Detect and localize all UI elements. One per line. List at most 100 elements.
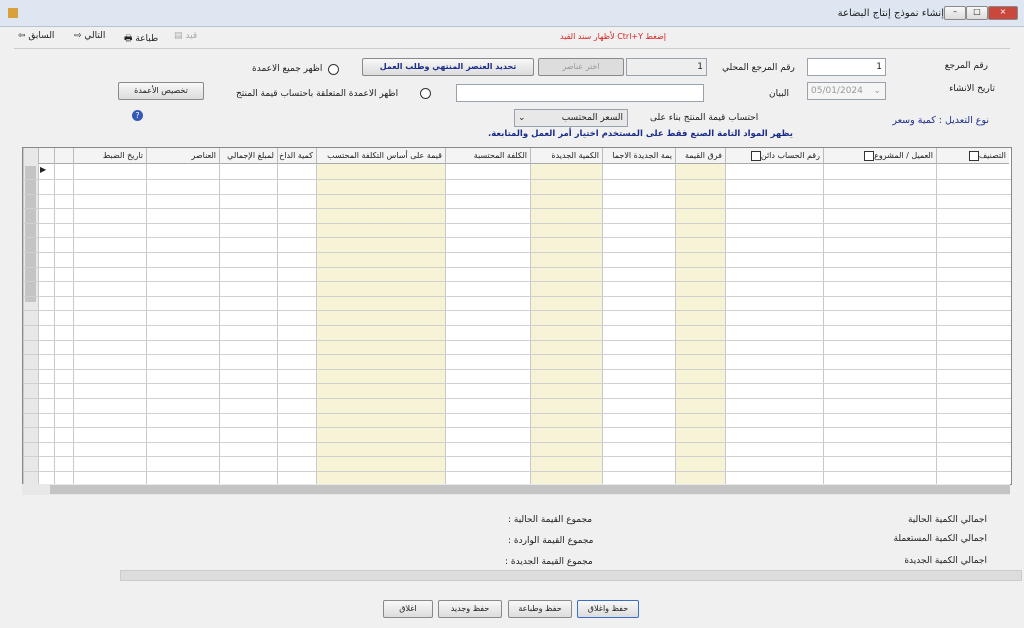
post-button: ▤ قيد [174,31,198,41]
grid-column [823,148,936,484]
next-label: التالي [84,31,106,41]
column-header: قيمة على أساس التكلفة المحتسب [316,148,445,164]
used-qty: اجمالي الكمية المستعملة [893,534,987,544]
grid-column [675,148,725,484]
grid-row-line [23,383,1011,385]
separator [14,48,1010,49]
grid-column [146,148,219,484]
prev-button[interactable]: ⇦ السابق [18,31,55,41]
statement-input[interactable] [456,84,704,102]
print-button[interactable]: 🖶 طباعة [124,34,159,44]
show-all-radio[interactable] [328,64,339,75]
save-close-button[interactable]: حفظ واغلاق [577,600,639,618]
grid-row-line [23,471,1011,472]
grid-column [725,148,823,484]
grid-column [54,148,73,484]
calc-value: السعر المحتسب [561,113,623,123]
print-label: طباعة [135,34,159,44]
show-all-label: اظهر جميع الاعمدة [252,64,323,74]
choose-items-button: اختر عناصر [538,58,624,76]
column-header: التصنيف [936,148,1009,164]
post-label: قيد [185,31,198,41]
header-checkbox[interactable] [864,150,875,161]
grid-row-line [23,427,1011,429]
next-button[interactable]: ⇨ التالي [74,31,106,41]
grid-row-line [23,310,1011,312]
data-grid[interactable]: تاريخ الضبط العناصر لمبلغ الإجمالي كمية الد… [22,147,1012,485]
close-window[interactable]: × [988,6,1018,20]
column-header: الكلفة المحتسبة [445,148,530,164]
grid-row-line [23,368,1011,370]
column-header: فرق القيمة [675,148,725,164]
grid-row-line [23,398,1011,399]
grid-row-line [23,266,1011,268]
grid-row-line [23,354,1011,356]
column-header: العناصر [146,148,219,164]
close-button[interactable]: اغلاق [383,600,433,618]
grid-column [277,148,316,484]
grid-row-line [23,252,1011,253]
h-scroll-thumb[interactable] [50,485,1010,494]
column-header: لمبلغ الإجمالي [219,148,277,164]
grid-row-line [23,208,1011,210]
header-checkbox[interactable] [750,150,761,161]
column-header [54,148,73,164]
column-header: كمية الداخ [277,148,316,164]
local-ref-input[interactable]: 1 [626,58,707,76]
grid-row-line [23,295,1011,297]
grid-column [73,148,146,484]
created-value: 05/01/2024 [811,86,863,96]
save-new-button[interactable]: حفظ وجديد [438,600,502,618]
grid-column [219,148,277,484]
column-header: رقم الحساب دائن [725,148,823,164]
show-value-label: اظهر الاعمدة المتعلقة باحتساب قيمة المنت… [236,89,399,99]
header-checkbox[interactable] [968,150,979,161]
grid-row-line [23,412,1011,414]
calc-label: احتساب قيمة المنتج بناء على [650,113,759,123]
grid-row-line [23,456,1011,458]
column-header: العميل / المشروع [823,148,936,164]
save-print-button[interactable]: حفظ وطباعة [508,600,572,618]
current-value: مجموع القيمة الحالية : [508,515,593,525]
grid-row-line [23,281,1011,283]
window-title: إنشاء نموذج إنتاج البضاعة [837,8,944,19]
grid-row-line [23,237,1011,239]
local-ref-label: رقم المرجع المحلي [722,63,795,73]
adjust-type: نوع التعديل : كمية وسعر [892,115,989,126]
select-finished-button[interactable]: تحديد العنصر المنتهي وطلب العمل [362,58,534,76]
column-header: يمة الجديدة الاجما [602,148,675,164]
grid-column [316,148,445,484]
new-qty: اجمالي الكمية الجديدة [904,556,987,566]
current-qty: اجمالي الكمية الحالية [907,515,987,525]
grid-row-line [23,179,1011,180]
calc-select[interactable]: ⌄ السعر المحتسب [514,109,628,127]
progress-bar [120,570,1022,581]
maximize[interactable]: □ [966,6,988,20]
note: يظهر المواد التامة الصنع فقط على المستخد… [488,129,793,139]
hint: إضغط Ctrl+Y لأظهار سند القيد [560,32,667,41]
show-value-radio[interactable] [420,88,431,99]
column-header: الكمية الجديدة [530,148,602,164]
grid-row-line [23,193,1011,195]
grid-column [530,148,602,484]
created-input[interactable]: 05/01/2024 ⌄ [807,82,886,100]
help-icon[interactable]: ? [132,110,143,121]
grid-column [445,148,530,484]
minimize[interactable]: – [944,6,966,20]
grid-column [38,148,54,484]
customize-columns-button[interactable]: تخصيص الأعمدة [118,82,204,100]
row-indicator: ▶ [40,165,47,174]
grid-row-line [23,222,1011,224]
reference-input[interactable]: 1 [807,58,886,76]
incoming-value: مجموع القيمة الواردة : [508,536,594,546]
grid-column [936,148,1009,484]
grid-row-line [23,339,1011,341]
column-header: تاريخ الضبط [73,148,146,164]
grid-column [602,148,675,484]
statement-label: البيان [769,89,790,99]
new-value: مجموع القيمة الجديدة : [505,557,593,567]
v-scroll-thumb [25,166,36,302]
column-header [38,148,54,164]
grid-row-line [23,441,1011,443]
